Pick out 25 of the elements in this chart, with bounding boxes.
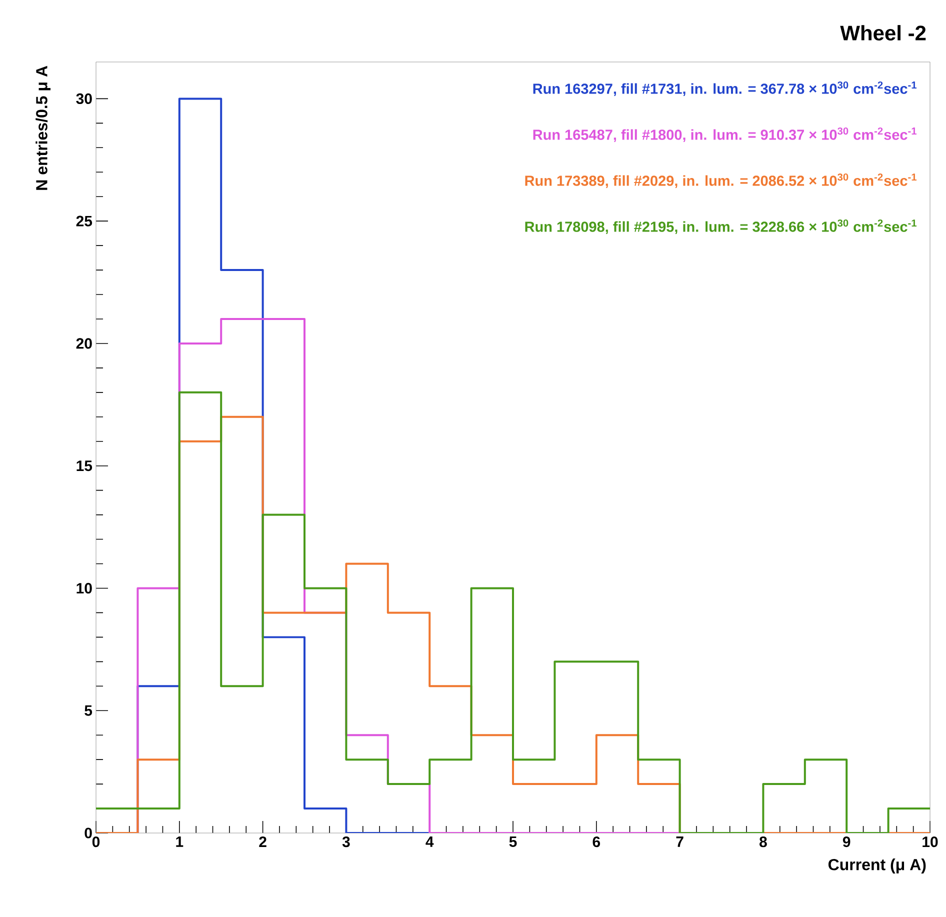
x-tick-label: 5 <box>509 836 517 847</box>
y-tick-label: 25 <box>76 216 92 226</box>
y-tick-label: 10 <box>76 582 92 594</box>
x-tick-label: 0 <box>92 836 100 848</box>
x-tick-label: 2 <box>259 836 266 847</box>
x-tick-label: 6 <box>592 836 600 848</box>
y-tick-label: 5 <box>84 705 92 716</box>
x-tick-label: 9 <box>842 836 850 848</box>
x-tick-label: 1 <box>176 836 184 847</box>
text: Run 165487, fill #1800, in. lum. = 910.37 × 10$^{30}$ cm$^{-2}$sec$^{-1}$ <box>533 127 917 142</box>
text: Run 173389, fill #2029, in. lum. = 2086.52 × 10$^{30}$ cm$^{-2}$sec$^{-1}$ <box>525 173 917 188</box>
x-axis-title: Current (μ A) <box>828 858 926 874</box>
x-tick-label: 4 <box>426 836 434 847</box>
x-tick-label: 7 <box>676 836 684 847</box>
y-tick-label: 30 <box>76 93 92 104</box>
text: Run 163297, fill #1731, in. lum. = 367.78 × 10$^{30}$ cm$^{-2}$sec$^{-1}$ <box>533 81 917 96</box>
text: Run 178098, fill #2195, in. lum. = 3228.66 × 10$^{30}$ cm$^{-2}$sec$^{-1}$ <box>525 219 917 234</box>
y-tick-label: 0 <box>84 828 92 838</box>
x-tick-label: 8 <box>760 836 767 848</box>
x-tick-label: 10 <box>922 836 938 848</box>
y-axis-title: N entries/0.5 μ A <box>36 66 50 190</box>
chart-title: Wheel -2 <box>840 25 926 40</box>
y-tick-label: 15 <box>76 460 92 472</box>
y-tick-label: 20 <box>76 338 92 349</box>
x-tick-label: 3 <box>342 836 350 848</box>
